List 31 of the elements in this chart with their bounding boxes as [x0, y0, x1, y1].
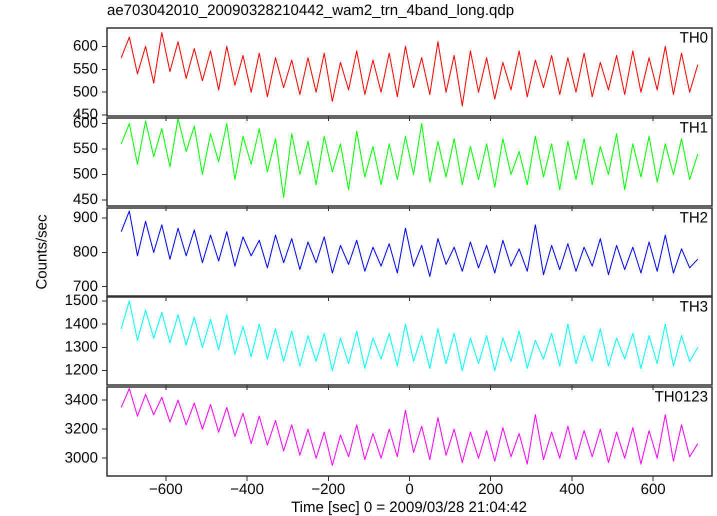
x-tick-label: 200: [478, 481, 504, 498]
y-tick-label: 600: [72, 37, 98, 54]
y-tick-label: 500: [72, 83, 98, 100]
y-tick-label: 3000: [64, 450, 98, 466]
y-tick-label: 3200: [64, 420, 98, 438]
y-tick-label: 1400: [64, 316, 98, 333]
y-tick-label: 550: [72, 140, 98, 157]
y-tick-label: 1300: [64, 338, 98, 356]
y-tick-label: 550: [72, 60, 98, 78]
y-axis-title: Counts/sec: [34, 214, 50, 290]
series-label: TH0: [680, 30, 708, 47]
series-label: TH1: [680, 119, 708, 136]
x-tick-label: 400: [559, 481, 584, 498]
y-tick-label: 1500: [64, 292, 98, 310]
y-tick-label: 700: [72, 277, 98, 294]
y-tick-label: 3400: [64, 392, 98, 409]
series-label: TH3: [680, 299, 708, 316]
series-label: TH2: [680, 209, 708, 226]
y-tick-label: 800: [72, 243, 98, 260]
y-tick-label: 900: [72, 208, 98, 226]
x-tick-label: 600: [640, 481, 666, 498]
y-tick-label: 500: [72, 165, 98, 182]
x-tick-label: 0: [405, 481, 414, 498]
series-label: TH0123: [654, 388, 708, 406]
x-tick-label: −600: [148, 481, 183, 498]
x-axis-title: Time [sec] 0 = 2009/03/28 21:04:42: [290, 499, 528, 516]
x-tick-label: −400: [230, 481, 264, 498]
chart-title: ae703042010_20090328210442_wam2_trn_4band_long.qdp: [107, 2, 514, 19]
y-tick-label: 450: [72, 190, 98, 208]
y-tick-label: 1200: [64, 362, 98, 380]
x-tick-label: −200: [311, 481, 346, 498]
